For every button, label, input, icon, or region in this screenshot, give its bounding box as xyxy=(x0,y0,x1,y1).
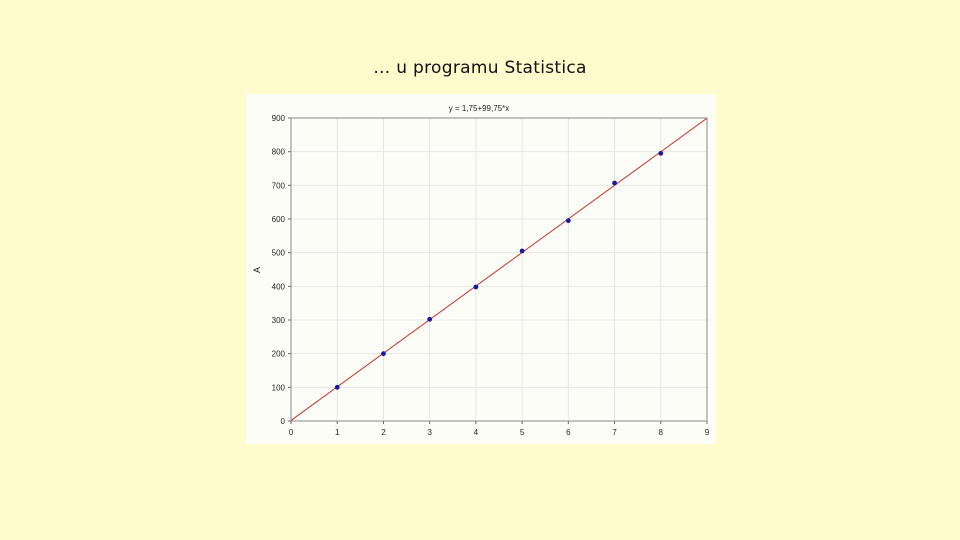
x-tick-label: 6 xyxy=(566,428,571,437)
y-tick-label: 0 xyxy=(281,417,286,426)
x-tick-label: 9 xyxy=(705,428,710,437)
scatter-chart: y = 1,75+99,75*x A 0 1 2 3 4 5 6 7 8 9 0 100 200 300 4… xyxy=(252,104,710,437)
y-tick-label: 800 xyxy=(272,148,286,157)
y-tick-label: 100 xyxy=(272,383,286,392)
fit-line-layer xyxy=(290,117,708,421)
data-point xyxy=(519,248,525,254)
data-point xyxy=(658,150,664,156)
y-axis-label: A xyxy=(252,267,262,273)
y-tick-label: 700 xyxy=(272,181,286,190)
data-point xyxy=(473,284,479,290)
y-tick-label: 400 xyxy=(272,282,286,291)
x-tick-label: 7 xyxy=(612,428,617,437)
x-tick-label: 2 xyxy=(381,428,386,437)
chart-title: y = 1,75+99,75*x xyxy=(449,104,510,113)
x-tick-label: 5 xyxy=(520,428,525,437)
y-tick-label: 900 xyxy=(272,114,286,123)
plot-frame xyxy=(290,117,708,422)
data-point xyxy=(612,180,617,186)
x-tick-label: 0 xyxy=(289,428,294,437)
data-point xyxy=(381,351,386,357)
y-tick-label: 600 xyxy=(272,215,286,224)
y-tick-label: 500 xyxy=(272,249,286,258)
fit-line xyxy=(290,117,708,421)
y-tick-label: 200 xyxy=(272,350,286,359)
x-tick-label: 4 xyxy=(474,428,479,437)
y-tick-label: 300 xyxy=(272,316,286,325)
x-tick-label: 8 xyxy=(659,428,664,437)
data-point xyxy=(565,218,571,224)
data-point xyxy=(427,316,433,322)
data-points xyxy=(334,150,664,390)
x-tick-label: 1 xyxy=(335,428,340,437)
x-tick-label: 3 xyxy=(427,428,432,437)
slide-title: … u programu Statistica xyxy=(373,58,587,78)
tick-labels: 0 1 2 3 4 5 6 7 8 9 0 100 200 300 400 500 600 700 800 900 xyxy=(272,114,710,437)
chart-panel: y = 1,75+99,75*x A 0 1 2 3 4 5 6 7 8 9 0 100 200 300 4… xyxy=(246,94,716,444)
data-point xyxy=(334,384,340,390)
